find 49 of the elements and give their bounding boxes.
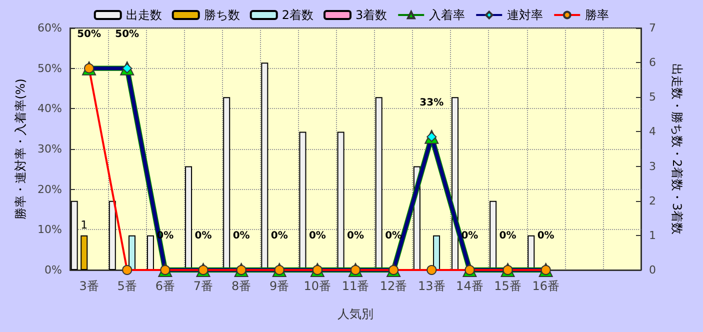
legend-label: 勝率	[585, 8, 610, 22]
data-label: 33%	[420, 97, 444, 108]
legend-label: 勝ち数	[204, 8, 240, 22]
y2-tick-label: 5	[649, 90, 656, 104]
data-label: 0%	[270, 230, 288, 242]
legend-label: 連対率	[507, 8, 544, 22]
legend-label: 入着率	[429, 8, 466, 22]
x-tick-label: 7番	[193, 279, 214, 293]
y-tick-label: 0%	[44, 264, 62, 276]
y-axis-title: 勝率・連対率・入着率(%)	[14, 78, 28, 220]
data-label: 1	[80, 218, 88, 232]
y-tick-label: 10%	[38, 223, 62, 236]
data-label: 0%	[347, 230, 364, 242]
x-tick-label: 15番	[494, 279, 522, 293]
x-tick-label: 11番	[342, 279, 370, 293]
data-label: 0%	[499, 230, 516, 242]
x-tick-label: 6番	[155, 279, 175, 293]
x-tick-label: 16番	[532, 279, 560, 293]
y2-tick-label: 0	[649, 264, 656, 276]
data-label: 0%	[194, 230, 212, 242]
legend-label: 出走数	[126, 8, 162, 22]
data-label: 0%	[537, 230, 554, 242]
x-tick-label: 14番	[456, 279, 484, 293]
y2-tick-label: 7	[649, 22, 656, 34]
y2-tick-label: 1	[649, 228, 656, 242]
data-label: 0%	[232, 230, 250, 242]
data-label: 0%	[308, 230, 326, 242]
y-tick-label: 40%	[38, 102, 62, 116]
legend-label: 3着数	[356, 8, 388, 22]
x-tick-label: 12番	[380, 279, 408, 293]
x-tick-label: 3番	[79, 279, 99, 293]
y-tick-label: 50%	[38, 62, 62, 75]
x-tick-label: 10番	[304, 279, 332, 293]
legend-label: 2着数	[282, 8, 314, 22]
y-tick-label: 30%	[38, 142, 62, 156]
x-axis-title: 人気別	[338, 307, 374, 321]
y2-tick-label: 2	[649, 194, 656, 208]
y2-tick-label: 4	[649, 125, 656, 138]
y2-axis-title: 出走数・勝ち数・2着数・3着数	[670, 63, 684, 235]
x-tick-label: 13番	[418, 279, 446, 293]
y-tick-label: 20%	[38, 182, 62, 196]
y-tick-label: 60%	[38, 22, 62, 34]
data-label: 50%	[115, 28, 140, 40]
x-tick-label: 9番	[270, 279, 290, 293]
x-tick-label: 8番	[231, 279, 252, 293]
y2-tick-label: 6	[649, 56, 656, 70]
data-label: 50%	[77, 28, 101, 40]
x-tick-label: 5番	[117, 279, 137, 293]
y2-tick-label: 3	[649, 160, 656, 173]
